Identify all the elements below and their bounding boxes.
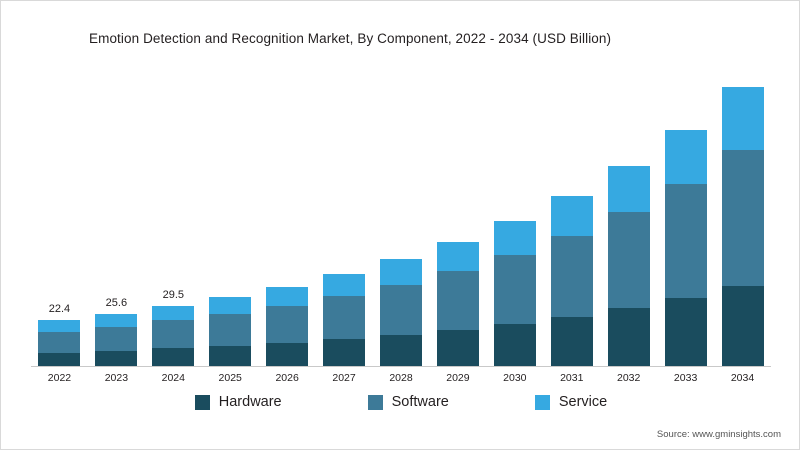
x-axis-tick-2033: 2033 [673, 372, 698, 384]
bar-segment-service [721, 86, 764, 150]
bar-value-label: 22.4 [48, 303, 71, 316]
x-axis-line [31, 366, 771, 367]
legend: Hardware Software Service [1, 394, 800, 410]
bar-segment-service [266, 286, 309, 306]
bar-segment-software [209, 313, 252, 347]
bar-group [38, 320, 81, 366]
bar-group [493, 221, 536, 366]
legend-swatch-icon [534, 394, 550, 410]
bar-segment-hardware [152, 348, 195, 366]
legend-item-service[interactable]: Service [534, 394, 608, 410]
bar-segment-software [152, 320, 195, 349]
bar-group [380, 259, 422, 366]
legend-item-software[interactable]: Software [367, 394, 449, 410]
legend-item-hardware[interactable]: Hardware [194, 394, 282, 410]
bar-segment-hardware [266, 342, 309, 366]
bar-segment-software [38, 331, 81, 353]
x-axis-tick-2024: 2024 [161, 372, 185, 384]
source-note: Source: www.gminsights.com [656, 429, 781, 440]
bar-segment-hardware [323, 339, 366, 366]
bar-segment-service [493, 221, 536, 255]
bar-segment-hardware [95, 350, 138, 366]
bar-group [607, 166, 650, 366]
bar-segment-hardware [209, 346, 252, 366]
bar-segment-software [607, 212, 650, 309]
bar-segment-service [152, 305, 195, 321]
bar-segment-hardware [721, 285, 764, 366]
legend-swatch-icon [194, 394, 210, 410]
plot-area: 22.4 25.6 29.5 [31, 71, 771, 366]
bar-value-label: 25.6 [105, 296, 128, 309]
x-axis-tick-2032: 2032 [617, 372, 641, 384]
x-axis-tick-2030: 2030 [503, 372, 527, 384]
x-axis-tick-2031: 2031 [560, 372, 584, 384]
bar-segment-software [493, 254, 536, 325]
bar-segment-hardware [493, 324, 536, 366]
bar-segment-service [209, 297, 252, 314]
x-axis-tick-2029: 2029 [446, 372, 470, 384]
x-axis-tick-2025: 2025 [218, 372, 242, 384]
legend-label: Service [558, 394, 608, 410]
page-title: Emotion Detection and Recognition Market… [89, 31, 612, 46]
bar-segment-service [380, 259, 422, 285]
legend-label: Hardware [218, 394, 282, 410]
bar-segment-service [550, 196, 593, 236]
bar-segment-service [38, 320, 81, 332]
x-axis-tick-2022: 2022 [47, 372, 72, 384]
bar-segment-hardware [607, 308, 650, 366]
bar-segment-software [436, 270, 479, 330]
bar-segment-software [95, 326, 138, 351]
bar-group [152, 305, 195, 366]
legend-label: Software [391, 394, 449, 410]
bar-group [209, 297, 252, 366]
bar-segment-hardware [550, 316, 593, 366]
bar-group [664, 130, 707, 366]
bar-segment-hardware [38, 352, 81, 366]
bar-group [436, 241, 479, 366]
bar-value-label: 29.5 [162, 288, 184, 301]
legend-swatch-icon [367, 394, 383, 410]
bar-segment-service [323, 274, 366, 297]
x-axis-tick-2027: 2027 [332, 372, 356, 384]
bar-group [95, 313, 138, 366]
bar-segment-service [664, 130, 707, 185]
bar-segment-hardware [380, 335, 422, 366]
bar-segment-software [380, 284, 422, 336]
bar-segment-service [95, 313, 138, 327]
bar-group [550, 196, 593, 366]
bar-segment-software [266, 305, 309, 343]
bar-segment-service [436, 241, 479, 271]
bar-segment-hardware [664, 298, 707, 366]
bar-segment-hardware [436, 329, 479, 366]
x-axis-tick-2023: 2023 [104, 372, 129, 384]
x-axis-tick-2034: 2034 [730, 372, 755, 384]
x-axis-tick-2026: 2026 [275, 372, 299, 384]
bar-group [323, 274, 366, 366]
bar-segment-software [664, 184, 707, 299]
x-axis-tick-2028: 2028 [389, 372, 413, 384]
bar-group [266, 286, 309, 366]
bar-group [721, 86, 764, 366]
bar-segment-software [550, 235, 593, 317]
bar-segment-software [323, 296, 366, 340]
bar-segment-software [721, 149, 764, 286]
bar-segment-service [607, 166, 650, 213]
